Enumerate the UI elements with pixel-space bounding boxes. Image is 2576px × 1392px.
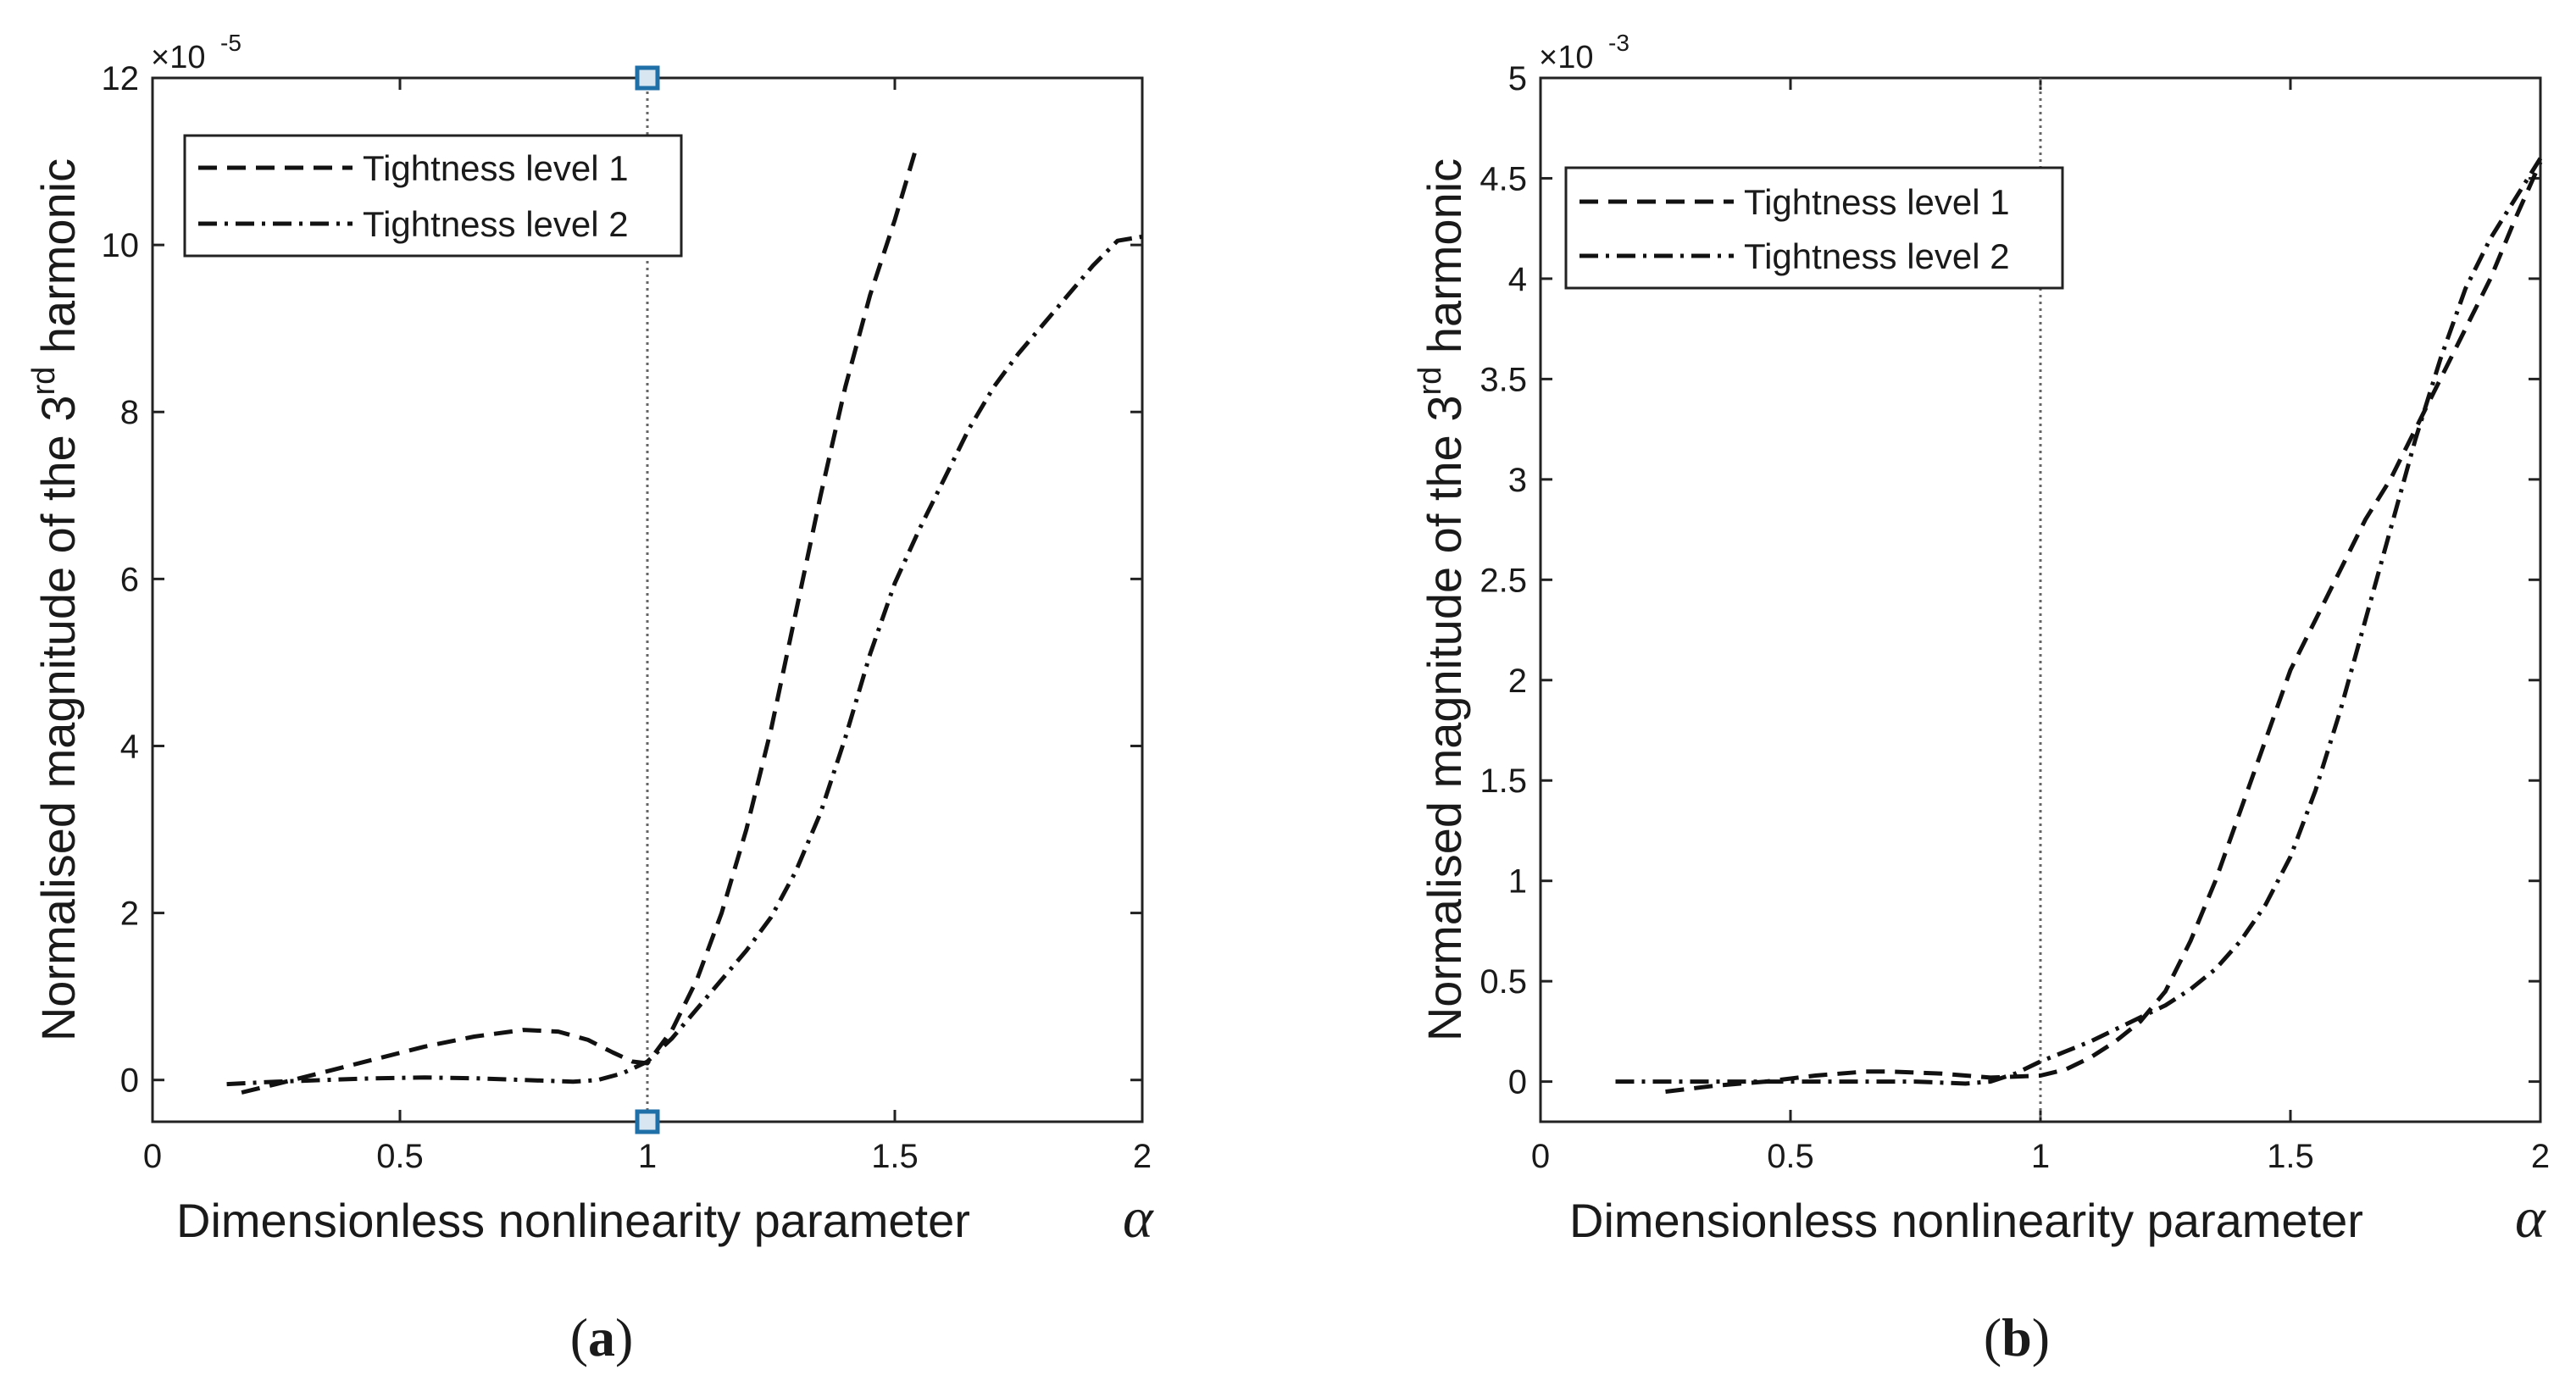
chart-b-ytick-label: 4 (1508, 261, 1527, 298)
chart-a-ytick-label: 10 (102, 227, 140, 264)
chart-a-ytick-label: 0 (120, 1062, 139, 1100)
chart-b-panel-letter: b (2001, 1307, 2032, 1367)
chart-a-ylabel-text: Normalised magnitude of the 3rd harmonic (26, 158, 85, 1041)
chart-b-ylabel-prefix: Normalised magnitude of the 3 (1418, 396, 1471, 1042)
chart-a-ytick-label: 8 (120, 394, 139, 431)
chart-b-ytick-label: 1.5 (1480, 763, 1527, 800)
chart-b-ytick-label: 3 (1508, 462, 1527, 499)
chart-b-legend-label-2: Tightness level 2 (1744, 236, 2010, 276)
chart-b-ytick-label: 0 (1508, 1064, 1527, 1101)
chart-b-series-1-line (1665, 161, 2543, 1094)
chart-a-ylabel: Normalised magnitude of the 3rd harmonic (26, 158, 85, 1041)
chart-b-ylabel-text: Normalised magnitude of the 3rd harmonic (1413, 158, 1471, 1041)
chart-b-ylabel-suffix: harmonic (1418, 158, 1471, 367)
chart-a-exponent-base: ×10 (151, 40, 205, 75)
chart-a-panel-label: (a) (570, 1307, 634, 1367)
chart-b-series-2-line (1615, 157, 2543, 1086)
chart-b-panel-label: (b) (1984, 1307, 2050, 1367)
chart-a-legend-label-2: Tightness level 2 (363, 204, 629, 244)
chart-a-series-group (226, 152, 1143, 1095)
chart-a-ytick-label: 12 (102, 60, 140, 97)
chart-b-xtick-label: 1.5 (2267, 1138, 2314, 1175)
chart-a-ytick-label: 4 (120, 728, 139, 765)
chart-panel-b: 0 0.5 1 1.5 2 2.5 3 3.5 4 4.5 5 0 0.5 1 1.5 2 ×10 -3 T… (1413, 30, 2550, 1367)
chart-b-ytick-label: 2.5 (1480, 562, 1527, 599)
chart-a-series-2-line (226, 234, 1143, 1087)
chart-a-panel-letter: a (588, 1307, 615, 1367)
chart-a-xtick-label: 1 (638, 1138, 657, 1175)
chart-a-xlabel-symbol: α (1123, 1185, 1154, 1250)
chart-b-ytick-label: 5 (1508, 60, 1527, 97)
chart-a-xtick-label: 1.5 (871, 1138, 919, 1175)
chart-a-xtick-label: 0.5 (376, 1138, 424, 1175)
chart-b-xtick-labels: 0 0.5 1 1.5 2 (1531, 1138, 2550, 1175)
chart-a-legend-box (183, 134, 683, 258)
chart-a-ylabel-sup: rd (26, 367, 62, 396)
chart-b-ytick-label: 0.5 (1480, 963, 1527, 1001)
chart-a-exponent-power: -5 (220, 30, 242, 56)
chart-a-ytick-labels: 0 2 4 6 8 10 12 (102, 60, 140, 1100)
chart-b-exponent: ×10 -3 (1539, 30, 1629, 75)
chart-b-xlabel-text: Dimensionless nonlinearity parameter (1569, 1194, 2363, 1247)
chart-b-exponent-base: ×10 (1539, 40, 1593, 75)
chart-a-ylabel-prefix: Normalised magnitude of the 3 (31, 396, 85, 1042)
chart-a-xtick-label: 0 (143, 1138, 162, 1175)
chart-a-ylabel-suffix: harmonic (31, 158, 85, 367)
chart-a-xtick-label: 2 (1133, 1138, 1152, 1175)
chart-panel-a: 0 2 4 6 8 10 12 0 0.5 1 1.5 2 ×10 -5 Tightness lev… (26, 30, 1154, 1367)
chart-a-xtick-labels: 0 0.5 1 1.5 2 (143, 1138, 1152, 1175)
chart-b-xtick-label: 0.5 (1767, 1138, 1814, 1175)
chart-a-ytick-label: 2 (120, 896, 139, 933)
chart-b-xtick-label: 0 (1531, 1138, 1550, 1175)
chart-b-legend-label-1: Tightness level 1 (1744, 182, 2010, 222)
chart-b-xtick-label: 2 (2531, 1138, 2550, 1175)
chart-a-exponent: ×10 -5 (151, 30, 242, 75)
chart-a-ytick-label: 6 (120, 561, 139, 598)
chart-b-xlabel-symbol: α (2515, 1185, 2546, 1250)
chart-b-exponent-power: -3 (1608, 30, 1629, 56)
chart-a-markers (635, 65, 660, 1134)
chart-a-legend-label-1: Tightness level 1 (363, 148, 629, 188)
chart-a-marker-2 (635, 1109, 660, 1134)
chart-b-legend: Tightness level 1 Tightness level 2 (1564, 166, 2064, 290)
chart-b-ylabel-sup: rd (1413, 367, 1448, 396)
chart-b-ytick-label: 2 (1508, 663, 1527, 700)
chart-b-ytick-label: 4.5 (1480, 160, 1527, 197)
chart-b-ylabel: Normalised magnitude of the 3rd harmonic (1413, 158, 1471, 1041)
chart-a-legend: Tightness level 1 Tightness level 2 (183, 134, 683, 258)
chart-b-ytick-label: 3.5 (1480, 361, 1527, 398)
chart-b-legend-box (1564, 166, 2064, 290)
chart-b-ytick-labels: 0 0.5 1 1.5 2 2.5 3 3.5 4 4.5 5 (1480, 60, 1527, 1101)
chart-b-xlabel: Dimensionless nonlinearity parameter α (1569, 1185, 2546, 1250)
chart-b-xtick-label: 1 (2031, 1138, 2050, 1175)
chart-a-marker-1 (635, 65, 660, 91)
chart-a-xlabel-text: Dimensionless nonlinearity parameter (176, 1194, 970, 1247)
chart-b-series-group (1615, 157, 2543, 1094)
chart-a-xlabel: Dimensionless nonlinearity parameter α (176, 1185, 1154, 1250)
chart-b-ytick-label: 1 (1508, 863, 1527, 901)
